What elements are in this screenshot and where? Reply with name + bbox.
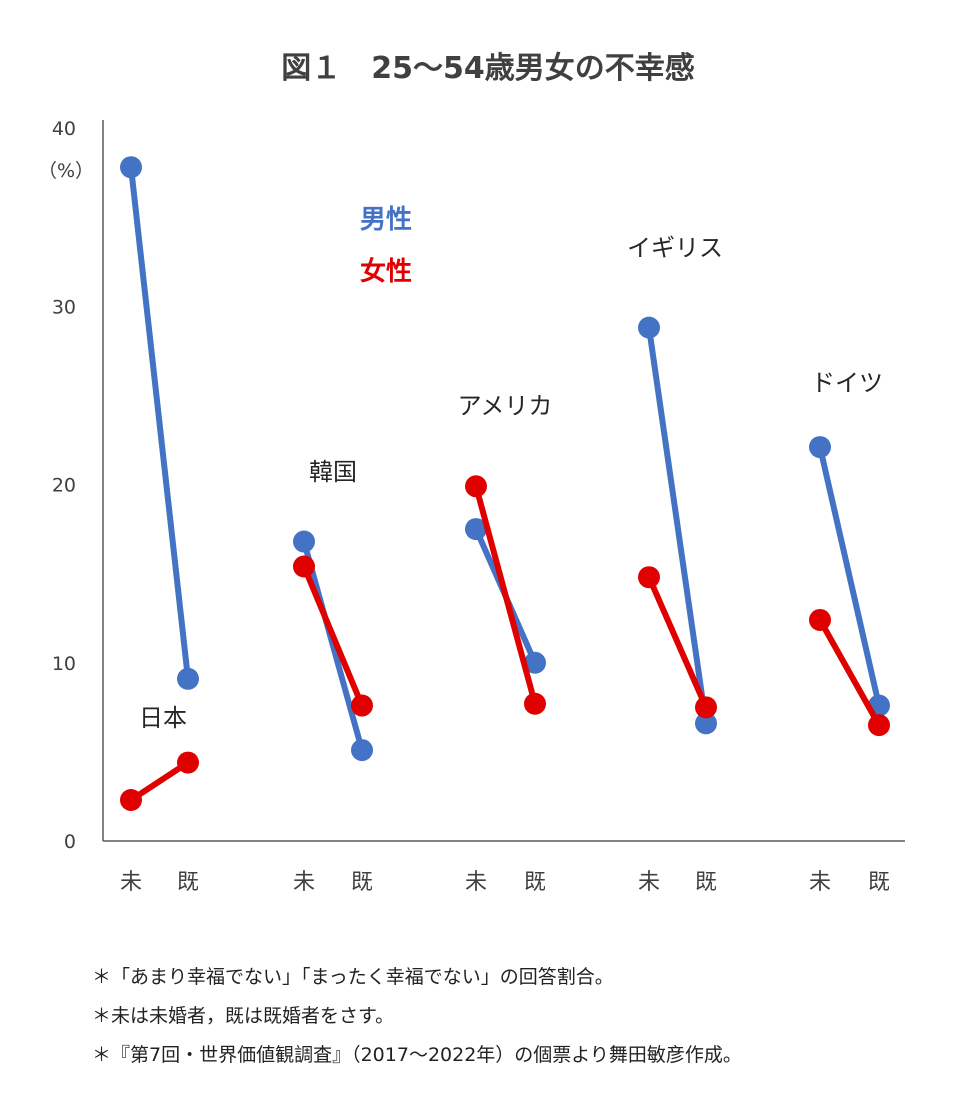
male-series-line [817,444,882,709]
legend-entry: 男性 [360,205,412,235]
male-series-point [177,667,199,690]
country-label: イギリス [627,234,723,262]
male-series-point [351,739,373,762]
y-axis-label: （%） [38,160,94,182]
male-series-line [301,538,365,754]
x-tick-label: 既 [868,870,890,895]
female-series-point [868,714,890,737]
country-label: 韓国 [309,458,357,486]
x-tick-label: 未 [120,870,142,895]
male-series-point [695,712,717,735]
male-series-line [128,164,191,682]
country-group: 日本 [120,156,199,812]
x-tick-label: 未 [465,870,487,895]
female-series-point [293,555,315,578]
footnotes: ＊「あまり幸福でない」「まったく幸福でない」の回答割合。 ＊未は未婚者，既は既婚… [92,958,742,1075]
female-series-point [465,475,487,498]
country-group: イギリス [627,234,723,735]
female-series-point [638,566,660,589]
y-tick-label: 0 [64,831,76,853]
female-series-point [351,694,373,717]
x-axis: 未既未既未既未既未既 [103,840,905,895]
female-series-point [177,751,199,774]
male-series-point [524,651,546,674]
legend-entry: 女性 [360,256,412,287]
female-series-point [524,692,546,715]
y-tick-label: 30 [52,296,76,318]
female-series-line [128,759,191,804]
footnote: ＊未は未婚者，既は既婚者をさす。 [92,1005,395,1027]
footnote: ＊「あまり幸福でない」「まったく幸福でない」の回答割合。 [92,966,614,988]
country-label: アメリカ [458,392,553,420]
male-series-point [293,530,315,553]
male-series-point [638,316,660,339]
female-series-point [120,789,142,812]
country-label: 日本 [139,704,187,732]
x-tick-label: 未 [638,870,660,895]
x-tick-label: 未 [809,870,831,895]
female-series-point [809,608,831,631]
x-tick-label: 既 [177,870,199,895]
chart-title: 図１ 25～54歳男女の不幸感 [281,51,695,86]
female-series-line [301,563,365,709]
female-series-point [695,696,717,719]
country-group: ドイツ [809,369,890,737]
y-axis: 0 10 20 30 40 （%） [38,118,104,853]
female-series-line [473,483,538,707]
male-series-point [120,156,142,179]
country-label: ドイツ [811,369,883,397]
x-tick-label: 既 [524,870,546,895]
y-tick-label: 10 [52,653,76,675]
y-tick-label: 40 [52,118,76,140]
x-tick-label: 既 [351,870,373,895]
female-series-line [646,574,709,711]
x-tick-label: 既 [695,870,717,895]
country-group: アメリカ [458,392,553,715]
chart: 図１ 25～54歳男女の不幸感 010203040（%） 未既未既未既未既未既 … [38,51,905,895]
female-series-line [817,616,882,729]
x-tick-label: 未 [293,870,315,895]
y-tick-label: 20 [52,475,76,497]
male-series-point [809,436,831,459]
footnote: ＊『第7回・世界価値観調査』（2017～2022年）の個票より舞田敏彦作成。 [92,1044,742,1066]
male-series-line [646,324,709,727]
male-series-point [465,518,487,541]
country-group: 韓国 [293,458,373,762]
